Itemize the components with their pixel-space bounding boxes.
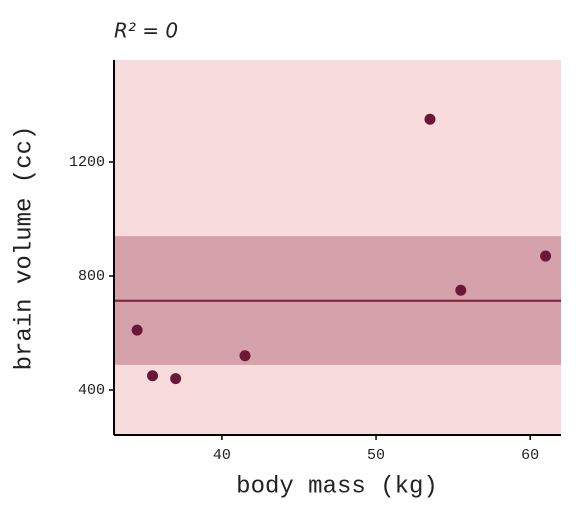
y-axis-title: brain volume (cc) xyxy=(11,126,38,371)
chart-title: R² = 0 xyxy=(114,19,178,43)
point xyxy=(170,373,182,385)
point xyxy=(540,250,552,262)
y-tick-label: 400 xyxy=(78,382,105,399)
point xyxy=(455,284,467,296)
y-tick-label: 1200 xyxy=(69,154,105,171)
y-tick-label: 800 xyxy=(78,268,105,285)
x-tick-label: 60 xyxy=(521,447,539,464)
point xyxy=(239,350,251,362)
point xyxy=(424,113,436,125)
x-tick-label: 50 xyxy=(367,447,385,464)
point xyxy=(147,370,159,382)
x-axis-title: body mass (kg) xyxy=(236,473,438,500)
x-tick-label: 40 xyxy=(213,447,231,464)
point xyxy=(131,324,143,336)
